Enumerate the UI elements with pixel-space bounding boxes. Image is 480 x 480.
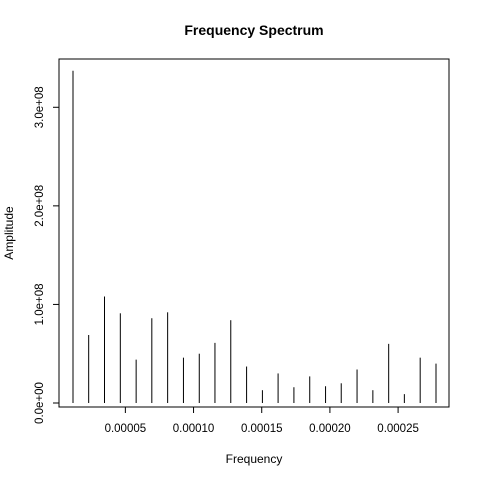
y-tick-label: 2.0e+08 — [34, 185, 46, 227]
x-axis: 0.00005 0.00010 0.00015 0.00020 0.00025 — [105, 407, 419, 435]
plot-frame — [58, 58, 450, 408]
chart-title: Frequency Spectrum — [184, 22, 323, 38]
y-tick-label: 3.0e+08 — [34, 86, 46, 128]
x-tick-label: 0.00010 — [173, 423, 215, 435]
spectrum-lines — [72, 70, 437, 403]
x-axis-label: Frequency — [226, 452, 283, 466]
x-tick-label: 0.00025 — [377, 423, 419, 435]
y-axis-label: Amplitude — [2, 206, 16, 260]
x-tick-label: 0.00015 — [241, 423, 283, 435]
y-tick-label: 1.0e+08 — [34, 283, 46, 325]
y-tick-label: 0.0e+00 — [34, 382, 46, 424]
x-tick-label: 0.00020 — [309, 423, 351, 435]
y-axis: 0.0e+00 1.0e+08 2.0e+08 3.0e+08 — [34, 86, 59, 424]
x-tick-label: 0.00005 — [105, 423, 147, 435]
